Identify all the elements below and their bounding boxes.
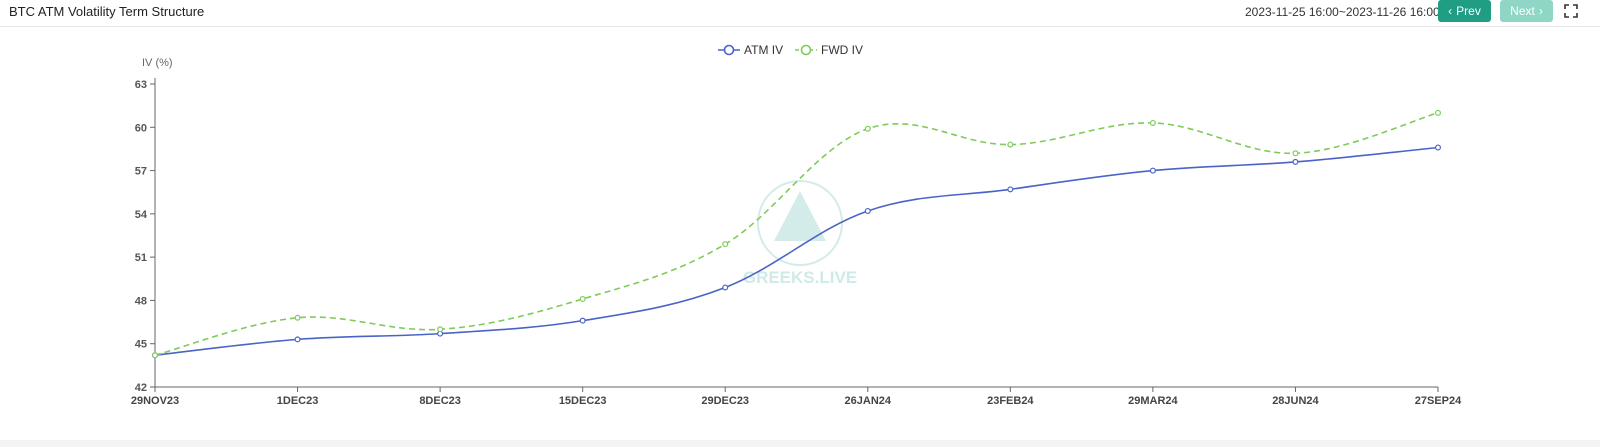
- y-axis-label: IV (%): [142, 57, 173, 69]
- data-point-atm-iv: [1434, 144, 1441, 151]
- legend-label: FWD IV: [821, 43, 863, 57]
- fullscreen-icon[interactable]: [1564, 4, 1578, 18]
- data-point-fwd-iv: [579, 295, 586, 302]
- data-point-atm-iv: [579, 317, 586, 324]
- y-tick-label: 42: [135, 382, 147, 394]
- x-tick-label: 29NOV23: [131, 395, 179, 407]
- x-tick-label: 8DEC23: [419, 395, 461, 407]
- y-tick-label: 54: [135, 209, 148, 221]
- data-point-atm-iv: [1007, 186, 1014, 193]
- x-tick-label: 23FEB24: [987, 395, 1034, 407]
- data-point-atm-iv: [722, 284, 729, 291]
- y-tick-label: 63: [135, 79, 147, 91]
- y-tick-label: 60: [135, 122, 147, 134]
- next-label: Next: [1510, 4, 1535, 18]
- x-tick-label: 29DEC23: [701, 395, 749, 407]
- data-point-fwd-iv: [1292, 150, 1299, 157]
- legend-swatch-marker: [723, 44, 735, 56]
- data-point-atm-iv: [1292, 158, 1299, 165]
- prev-label: Prev: [1456, 4, 1481, 18]
- x-tick-label: 1DEC23: [277, 395, 319, 407]
- series-line-fwd-iv: [154, 112, 1439, 357]
- data-point-fwd-iv: [864, 125, 871, 132]
- y-tick-label: 48: [135, 295, 147, 307]
- time-range: 2023-11-25 16:00~2023-11-26 16:00: [1245, 5, 1440, 19]
- next-button[interactable]: Next ›: [1500, 0, 1553, 22]
- chevron-left-icon: ‹: [1448, 4, 1453, 18]
- x-tick-label: 29MAR24: [1128, 395, 1178, 407]
- data-point-fwd-iv: [152, 352, 159, 359]
- x-tick-label: 15DEC23: [559, 395, 607, 407]
- y-tick-label: 45: [135, 339, 147, 351]
- data-point-fwd-iv: [1434, 109, 1441, 116]
- data-point-atm-iv: [1149, 167, 1156, 174]
- footer-strip: [0, 440, 1600, 447]
- chevron-right-icon: ›: [1538, 4, 1543, 18]
- iv-term-structure-chart: GREEKS.LIVE IV (%) 42 45 48 51 54 57 60 63 29NOV23…: [131, 43, 1462, 407]
- legend-label: ATM IV: [744, 43, 783, 57]
- x-tick-label: 27SEP24: [1415, 395, 1462, 407]
- legend-swatch-marker: [800, 44, 812, 56]
- chart-header: BTC ATM Volatility Term Structure 2023-1…: [0, 0, 1600, 27]
- x-tick-label: 28JUN24: [1272, 395, 1319, 407]
- data-point-atm-iv: [294, 336, 301, 343]
- series-line-atm-iv: [154, 146, 1439, 357]
- watermark-text: GREEKS.LIVE: [743, 268, 857, 287]
- data-point-fwd-iv: [294, 314, 301, 321]
- data-point-fwd-iv: [437, 326, 444, 333]
- data-point-fwd-iv: [1007, 141, 1014, 148]
- x-tick-label: 26JAN24: [845, 395, 892, 407]
- y-tick-label: 51: [135, 252, 147, 264]
- watermark-logo-triangle: [774, 191, 826, 241]
- data-point-fwd-iv: [1149, 119, 1156, 126]
- data-point-fwd-iv: [722, 241, 729, 248]
- prev-button[interactable]: ‹ Prev: [1438, 0, 1491, 22]
- y-tick-label: 57: [135, 166, 147, 178]
- watermark-logo: [757, 180, 843, 266]
- chart-title: BTC ATM Volatility Term Structure: [9, 4, 205, 19]
- data-point-atm-iv: [864, 207, 871, 214]
